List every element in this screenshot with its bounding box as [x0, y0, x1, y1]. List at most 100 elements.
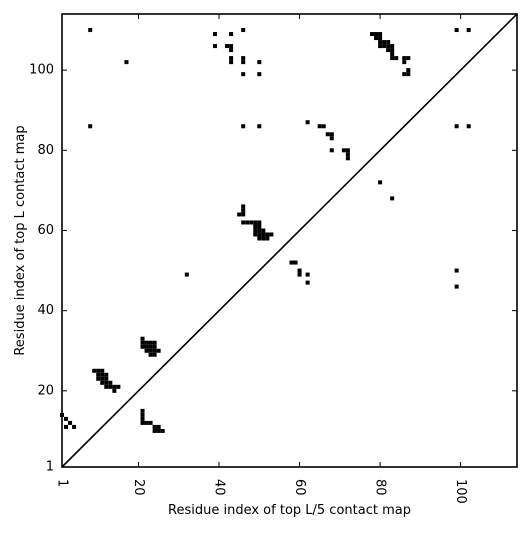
contact-point — [378, 32, 383, 37]
contact-point — [68, 420, 73, 425]
y-axis-label: Residue index of top L contact map — [13, 125, 28, 355]
plot-frame — [61, 13, 518, 468]
contact-point — [72, 424, 77, 429]
contact-point — [261, 236, 266, 241]
contact-point — [466, 28, 471, 33]
contact-point — [382, 40, 387, 45]
contact-point — [184, 272, 189, 277]
contact-point — [104, 380, 109, 385]
contact-point — [104, 372, 109, 377]
contact-point — [64, 416, 69, 421]
contact-point — [108, 384, 113, 389]
contact-point — [241, 220, 246, 225]
contact-point — [257, 220, 262, 225]
y-tick-label: 100 — [29, 63, 54, 78]
contact-point — [156, 424, 161, 429]
contact-point — [104, 376, 109, 381]
contact-point — [390, 48, 395, 53]
contact-point — [245, 220, 250, 225]
contact-point — [289, 260, 294, 265]
contact-point — [152, 348, 157, 353]
contact-point — [100, 372, 105, 377]
contact-point — [253, 232, 258, 237]
contact-point — [156, 348, 161, 353]
x-tick-label: 20 — [131, 479, 146, 496]
contact-point — [96, 368, 101, 373]
contact-point — [261, 232, 266, 237]
x-tick-label: 60 — [292, 479, 307, 496]
contact-point — [253, 228, 258, 233]
contact-point — [329, 132, 334, 137]
contact-point — [305, 272, 310, 277]
contact-point — [257, 228, 262, 233]
contact-point — [104, 384, 109, 389]
contact-point — [112, 388, 117, 393]
contact-point — [229, 56, 234, 61]
contact-point — [213, 32, 218, 37]
y-tick-label: 60 — [37, 223, 54, 238]
contact-point — [241, 124, 246, 129]
y-tick-label: 80 — [37, 143, 54, 158]
contact-point — [454, 124, 459, 129]
contact-point — [140, 412, 145, 417]
contact-point — [241, 56, 246, 61]
y-tick-label: 20 — [37, 383, 54, 398]
contact-point — [345, 148, 350, 153]
contact-point — [152, 428, 157, 433]
contact-point — [374, 36, 379, 41]
contact-point — [345, 152, 350, 157]
contact-point — [100, 368, 105, 373]
diagonal-line — [61, 13, 518, 468]
contact-point — [249, 220, 254, 225]
contact-point — [100, 376, 105, 381]
contact-point — [152, 344, 157, 349]
contact-point — [241, 208, 246, 213]
contact-point — [116, 384, 121, 389]
contact-point — [148, 340, 153, 345]
contact-point — [225, 44, 230, 49]
contact-point — [257, 232, 262, 237]
contact-point — [406, 56, 411, 61]
contact-point — [144, 340, 149, 345]
contact-point — [305, 120, 310, 125]
contact-points-layer — [59, 28, 471, 433]
contact-point — [241, 72, 246, 77]
contact-point — [160, 428, 165, 433]
contact-point — [253, 224, 258, 229]
contact-point — [325, 132, 330, 137]
contact-point — [341, 148, 346, 153]
contact-point — [406, 72, 411, 77]
contact-point — [317, 124, 322, 129]
contact-point — [148, 352, 153, 357]
y-tick-label: 1 — [46, 460, 54, 475]
contact-point — [305, 280, 310, 285]
contact-point — [152, 352, 157, 357]
contact-point — [144, 348, 149, 353]
x-tick-label: 40 — [212, 479, 227, 496]
contact-point — [241, 60, 246, 65]
x-tick-label: 80 — [373, 479, 388, 496]
contact-point — [345, 156, 350, 161]
contact-point — [390, 52, 395, 57]
contact-point — [148, 348, 153, 353]
contact-point — [140, 408, 145, 413]
contact-point — [148, 344, 153, 349]
contact-point — [329, 148, 334, 153]
contact-point — [378, 44, 383, 49]
contact-point — [374, 32, 379, 37]
contact-point — [152, 340, 157, 345]
contact-point — [265, 236, 270, 241]
contact-point — [241, 28, 246, 33]
contact-point — [390, 44, 395, 49]
contact-point — [269, 232, 274, 237]
contact-point — [88, 28, 93, 33]
contact-point — [253, 220, 258, 225]
contact-point — [140, 416, 145, 421]
contact-point — [229, 44, 234, 49]
contact-point — [257, 72, 262, 77]
contact-point — [257, 124, 262, 129]
contact-point — [140, 336, 145, 341]
contact-point — [96, 372, 101, 377]
